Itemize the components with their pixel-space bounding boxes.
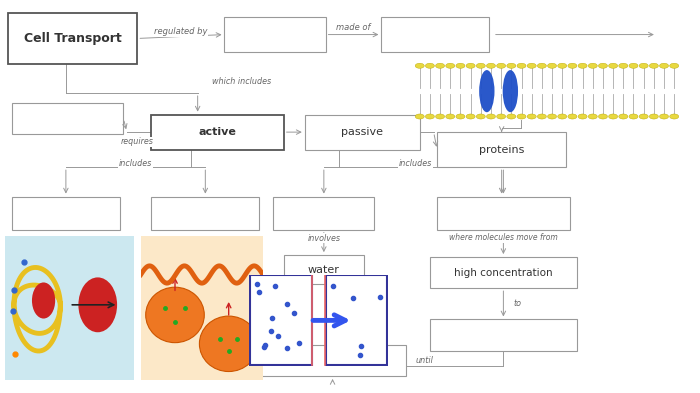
Circle shape xyxy=(659,63,668,68)
Circle shape xyxy=(650,114,659,119)
Circle shape xyxy=(415,114,424,119)
Circle shape xyxy=(639,63,648,68)
Circle shape xyxy=(578,114,587,119)
FancyBboxPatch shape xyxy=(304,114,420,150)
Circle shape xyxy=(608,114,617,119)
Circle shape xyxy=(568,63,577,68)
Circle shape xyxy=(588,114,597,119)
Text: until: until xyxy=(416,356,434,365)
Circle shape xyxy=(517,114,526,119)
FancyBboxPatch shape xyxy=(12,196,120,230)
Circle shape xyxy=(568,114,577,119)
Text: which includes: which includes xyxy=(211,77,271,86)
Text: proteins: proteins xyxy=(479,145,524,155)
Circle shape xyxy=(507,114,516,119)
Circle shape xyxy=(578,63,587,68)
FancyBboxPatch shape xyxy=(12,103,123,134)
Circle shape xyxy=(507,63,516,68)
Text: involves: involves xyxy=(307,234,340,243)
Circle shape xyxy=(496,63,505,68)
Circle shape xyxy=(496,114,505,119)
Ellipse shape xyxy=(503,70,518,112)
Text: regulated by: regulated by xyxy=(154,27,208,36)
FancyBboxPatch shape xyxy=(430,320,577,351)
Circle shape xyxy=(476,114,485,119)
Circle shape xyxy=(608,63,617,68)
Circle shape xyxy=(435,114,444,119)
Text: high concentration: high concentration xyxy=(454,268,553,277)
Text: to: to xyxy=(514,299,522,309)
Circle shape xyxy=(659,114,668,119)
Circle shape xyxy=(527,114,536,119)
FancyBboxPatch shape xyxy=(438,196,570,230)
FancyBboxPatch shape xyxy=(430,257,577,288)
Circle shape xyxy=(619,114,628,119)
Circle shape xyxy=(446,63,455,68)
Circle shape xyxy=(538,114,547,119)
FancyBboxPatch shape xyxy=(273,196,374,230)
Circle shape xyxy=(670,114,679,119)
FancyBboxPatch shape xyxy=(382,17,489,52)
Circle shape xyxy=(435,63,444,68)
Circle shape xyxy=(558,114,567,119)
Text: includes: includes xyxy=(119,159,152,168)
FancyBboxPatch shape xyxy=(260,345,406,376)
Circle shape xyxy=(558,63,567,68)
Text: where molecules move from: where molecules move from xyxy=(449,233,558,242)
Circle shape xyxy=(415,63,424,68)
Circle shape xyxy=(517,63,526,68)
FancyBboxPatch shape xyxy=(151,114,284,150)
Text: water: water xyxy=(308,264,340,275)
Circle shape xyxy=(547,63,556,68)
Circle shape xyxy=(639,114,648,119)
Circle shape xyxy=(456,63,465,68)
Text: passive: passive xyxy=(341,127,383,137)
Circle shape xyxy=(476,63,485,68)
Circle shape xyxy=(466,63,475,68)
Text: made of: made of xyxy=(336,23,371,32)
FancyBboxPatch shape xyxy=(8,13,137,64)
Circle shape xyxy=(670,63,679,68)
Circle shape xyxy=(486,63,496,68)
Circle shape xyxy=(538,63,547,68)
Text: active: active xyxy=(199,127,237,137)
Circle shape xyxy=(426,114,435,119)
Ellipse shape xyxy=(480,70,494,112)
FancyBboxPatch shape xyxy=(225,17,326,52)
Circle shape xyxy=(446,114,455,119)
Circle shape xyxy=(527,63,536,68)
Circle shape xyxy=(619,63,628,68)
Circle shape xyxy=(629,63,638,68)
Circle shape xyxy=(650,63,659,68)
FancyBboxPatch shape xyxy=(151,196,260,230)
Circle shape xyxy=(598,114,608,119)
Circle shape xyxy=(629,114,638,119)
Circle shape xyxy=(466,114,475,119)
Circle shape xyxy=(547,114,556,119)
Circle shape xyxy=(588,63,597,68)
Text: Cell Transport: Cell Transport xyxy=(24,32,122,45)
Circle shape xyxy=(598,63,608,68)
Text: requires: requires xyxy=(121,138,154,146)
Circle shape xyxy=(426,63,435,68)
FancyBboxPatch shape xyxy=(438,132,566,167)
Circle shape xyxy=(456,114,465,119)
Text: includes: includes xyxy=(399,159,433,168)
Circle shape xyxy=(486,114,496,119)
FancyBboxPatch shape xyxy=(284,255,364,284)
